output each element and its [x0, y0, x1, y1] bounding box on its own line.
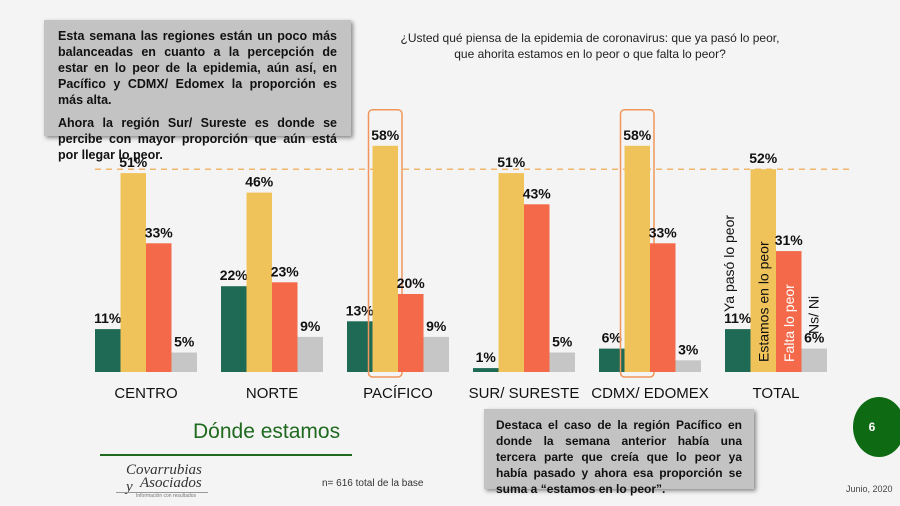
bar-estamos-en-lo-peor	[246, 192, 272, 372]
company-logo: Covarrubias y Asociados Información con …	[112, 462, 212, 502]
highlight-box	[367, 109, 403, 378]
data-label: 6%	[804, 330, 825, 346]
category-label: CDMX/ EDOMEX	[591, 385, 709, 402]
category-label: TOTAL	[753, 385, 800, 402]
bar-ns-ni	[549, 352, 575, 372]
data-label: 9%	[300, 318, 321, 334]
bar-ns-ni	[297, 336, 323, 372]
data-label: 51%	[119, 154, 148, 170]
data-label: 3%	[678, 341, 699, 357]
legend-label: Ns/ Ni	[805, 296, 821, 334]
data-label: 11%	[724, 310, 752, 326]
data-label: 58%	[371, 127, 400, 143]
survey-question: ¿Usted qué piensa de la epidemia de coro…	[400, 31, 780, 61]
bar-falta-lo-peor	[146, 243, 172, 372]
data-label: 52%	[749, 150, 778, 166]
bar-ya-pas-lo-peor	[221, 286, 247, 372]
data-label: 33%	[649, 224, 678, 240]
commentary-paragraph: Esta semana las regiones están un poco m…	[58, 29, 337, 107]
bar-falta-lo-peor	[776, 251, 802, 372]
data-label: 31%	[775, 232, 804, 248]
bar-ns-ni	[171, 352, 197, 372]
category-label: NORTE	[246, 385, 298, 402]
logo-text: Covarrubias y	[126, 462, 202, 495]
date-label: Junio, 2020	[846, 484, 893, 494]
bar-ns-ni	[801, 348, 827, 372]
category-label: SUR/ SURESTE	[469, 385, 580, 402]
logo-tagline: Información con resultados	[136, 493, 197, 499]
data-label: 22%	[220, 267, 249, 283]
legend-label: Estamos en lo peor	[755, 241, 771, 362]
section-title: Dónde estamos	[193, 420, 341, 443]
category-label: CENTRO	[114, 385, 177, 402]
data-label: 58%	[623, 127, 652, 143]
bar-ya-pas-lo-peor	[473, 368, 499, 372]
section-underline	[100, 454, 352, 456]
bar-falta-lo-peor	[398, 294, 424, 372]
bar-estamos-en-lo-peor	[750, 169, 776, 372]
data-label: 11%	[94, 310, 122, 326]
data-label: 5%	[552, 334, 573, 350]
data-label: 33%	[145, 224, 174, 240]
commentary-paragraph: Ahora la región Sur/ Sureste es donde se…	[58, 116, 337, 162]
data-label: 46%	[245, 174, 274, 190]
bar-estamos-en-lo-peor	[372, 145, 398, 372]
bar-falta-lo-peor	[272, 282, 298, 372]
legend-label: Falta lo peor	[781, 284, 797, 362]
data-label: 13%	[346, 302, 375, 318]
category-label: PACÍFICO	[363, 385, 433, 402]
data-label: 51%	[497, 154, 526, 170]
data-label: 5%	[174, 334, 195, 350]
data-label: 1%	[476, 349, 497, 365]
bar-ns-ni	[423, 336, 449, 372]
top-commentary-box: Esta semana las regiones están un poco m…	[44, 20, 351, 162]
bar-ya-pas-lo-peor	[599, 348, 625, 372]
data-label: 20%	[397, 275, 426, 291]
bar-estamos-en-lo-peor	[120, 173, 146, 372]
legend-label: Ya pasó lo peor	[721, 215, 737, 312]
logo-text: Asociados	[140, 475, 202, 491]
bar-ya-pas-lo-peor	[95, 329, 121, 372]
bar-estamos-en-lo-peor	[624, 145, 650, 372]
page-number-badge: 6	[853, 397, 900, 457]
data-label: 6%	[602, 330, 623, 346]
bar-ns-ni	[675, 360, 701, 372]
bar-chart: 11% 51% 33% 5% CENTRO 22% 46% 23% 9% NORTE 13% 58% 2…	[94, 109, 852, 402]
data-label: 9%	[426, 318, 447, 334]
bottom-commentary-box: Destaca el caso de la región Pacífico en…	[484, 409, 754, 496]
base-note: n= 616 total de la base	[322, 478, 424, 489]
bar-falta-lo-peor	[650, 243, 676, 372]
data-label: 43%	[523, 185, 552, 201]
bar-falta-lo-peor	[524, 204, 550, 372]
bar-estamos-en-lo-peor	[498, 173, 524, 372]
bar-ya-pas-lo-peor	[725, 329, 751, 372]
data-label: 23%	[271, 263, 300, 279]
